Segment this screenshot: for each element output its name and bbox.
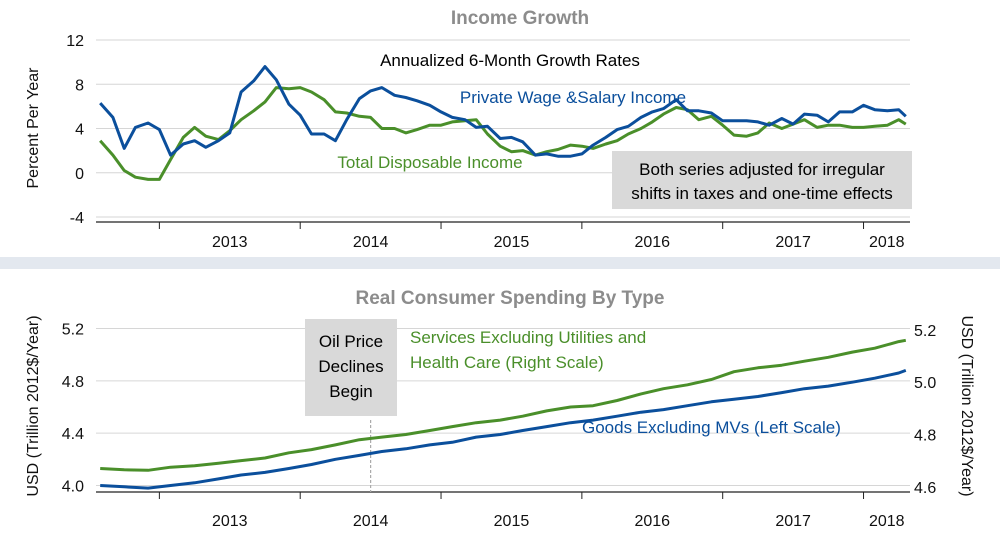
wage-salary-line xyxy=(99,65,907,158)
wage-salary-series-label: Private Wage &Salary Income xyxy=(460,88,686,107)
oil-price-annotation-line-2: Declines xyxy=(318,357,383,376)
top-chart-title: Income Growth xyxy=(451,8,589,29)
bottom-chart-title: Real Consumer Spending By Type xyxy=(356,288,665,309)
bottom-year-label: 2018 xyxy=(869,513,905,530)
top-y-tick-label: 12 xyxy=(66,33,84,50)
services-line xyxy=(100,338,907,472)
services-series-label-line-2: Health Care (Right Scale) xyxy=(410,353,604,372)
adjustment-note-box xyxy=(612,151,912,209)
top-y-axis-label: Percent Per Year xyxy=(25,67,42,189)
bottom-year-label: 2013 xyxy=(212,513,248,530)
bottom-right-y-tick-label: 5.2 xyxy=(914,323,936,340)
oil-price-annotation-line-3: Begin xyxy=(329,382,372,401)
bottom-right-y-tick-label: 4.6 xyxy=(914,480,936,497)
top-year-label: 2013 xyxy=(212,234,248,251)
top-y-tick-label: -4 xyxy=(70,210,84,227)
disposable-income-line xyxy=(99,86,907,181)
goods-line xyxy=(100,368,907,490)
panel-separator xyxy=(0,257,1000,269)
adjustment-note: Both series adjusted for irregular shift… xyxy=(612,151,912,209)
top-year-label: 2016 xyxy=(634,234,670,251)
top-y-tick-label: 0 xyxy=(75,166,84,183)
oil-price-annotation-box xyxy=(305,319,397,416)
top-y-tick-label: 8 xyxy=(75,77,84,94)
disposable-income-series-label: Total Disposable Income xyxy=(337,153,522,172)
goods-series-label: Goods Excluding MVs (Left Scale) xyxy=(582,418,841,437)
bottom-left-y-axis-label: USD (Trillion 2012$/Year) xyxy=(25,315,42,496)
oil-price-annotation: Oil Price Declines Begin xyxy=(305,319,397,416)
top-chart-subtitle: Annualized 6-Month Growth Rates xyxy=(380,51,640,70)
bottom-left-y-tick-label: 5.2 xyxy=(62,322,84,339)
bottom-year-label: 2016 xyxy=(634,513,670,530)
bottom-year-label: 2015 xyxy=(494,513,530,530)
bottom-left-y-tick-label: 4.0 xyxy=(62,478,84,495)
top-year-label: 2014 xyxy=(353,234,389,251)
income-growth-panel: Income Growth Annualized 6-Month Growth … xyxy=(25,8,912,251)
bottom-year-label: 2017 xyxy=(775,513,811,530)
top-year-label: 2018 xyxy=(869,234,905,251)
bottom-left-y-tick-label: 4.8 xyxy=(62,374,84,391)
top-year-label: 2017 xyxy=(775,234,811,251)
services-series-label-line-1: Services Excluding Utilities and xyxy=(410,328,646,347)
top-y-tick-label: 4 xyxy=(75,122,84,139)
adjustment-note-line-2: shifts in taxes and one-time effects xyxy=(631,184,892,203)
bottom-right-y-tick-label: 5.0 xyxy=(914,375,936,392)
bottom-left-y-tick-label: 4.4 xyxy=(62,426,84,443)
bottom-right-y-tick-label: 4.8 xyxy=(914,427,936,444)
bottom-right-y-axis-label: USD (Trillion 2012$/Year) xyxy=(958,315,975,496)
adjustment-note-line-1: Both series adjusted for irregular xyxy=(639,160,885,179)
oil-price-annotation-line-1: Oil Price xyxy=(319,332,383,351)
top-year-label: 2015 xyxy=(494,234,530,251)
consumer-spending-panel: Real Consumer Spending By Type USD (Tril… xyxy=(25,288,975,530)
bottom-year-label: 2014 xyxy=(353,513,389,530)
